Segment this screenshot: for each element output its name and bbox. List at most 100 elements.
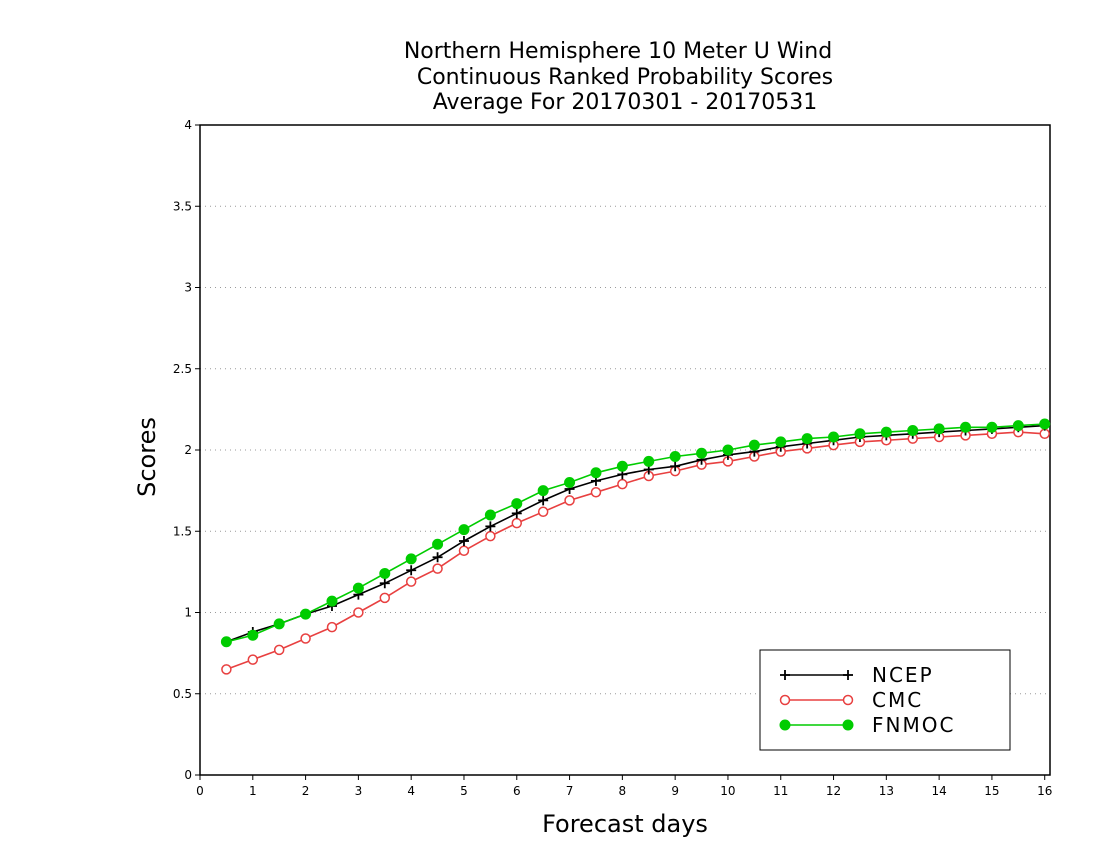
series-fnmoc-point <box>986 421 998 433</box>
series-fnmoc-point <box>854 428 866 440</box>
series-ncep-point <box>670 461 681 472</box>
x-tick-label: 0 <box>196 784 204 798</box>
series-fnmoc-point <box>220 636 232 648</box>
y-tick-label: 0 <box>184 768 192 782</box>
series-fnmoc-point <box>828 431 840 443</box>
legend-marker-fnmoc <box>842 719 854 731</box>
series-fnmoc-point <box>458 524 470 536</box>
y-axis-title: Scores <box>133 417 161 497</box>
grid-lines <box>200 205 1050 695</box>
x-tick-label: 14 <box>931 784 946 798</box>
y-tick-label: 3.5 <box>173 199 192 213</box>
legend-entry-ncep: NCEP <box>780 663 932 687</box>
series-fnmoc-point <box>1012 420 1024 432</box>
series-ncep-point <box>379 578 390 589</box>
y-tick-label: 1.5 <box>173 524 192 538</box>
legend-entry-cmc: CMC <box>779 688 923 712</box>
series-cmc-point <box>247 654 259 665</box>
y-tick-label: 2.5 <box>173 362 192 376</box>
axis-ticks: 00.511.522.533.540 1 2 3 4 5 6 7 8 9 10 11 12 13 14 15 1… <box>173 118 1052 798</box>
x-tick-label: 13 <box>879 784 894 798</box>
series-cmc-line <box>226 431 1045 671</box>
series-ncep-point <box>511 508 522 519</box>
series-fnmoc-point <box>432 538 444 550</box>
series-cmc-point <box>590 487 602 498</box>
series-fnmoc-point <box>722 444 734 456</box>
y-tick-label: 2 <box>184 443 192 457</box>
chart-title-line-2: Continuous Ranked Probability Scores <box>417 65 833 90</box>
legend-marker-ncep <box>843 670 853 680</box>
series-fnmoc-point <box>484 509 496 521</box>
y-tick-label: 4 <box>184 118 192 132</box>
legend-entry-fnmoc: FNMOC <box>779 713 955 737</box>
series-cmc-point <box>300 633 311 644</box>
series-ncep-point <box>538 495 549 506</box>
series-fnmoc-point <box>300 608 312 620</box>
series-cmc-point <box>353 607 364 618</box>
series-cmc-point <box>326 621 338 633</box>
series-fnmoc-line <box>226 423 1045 643</box>
series-fnmoc <box>220 418 1051 648</box>
series-fnmoc-point <box>748 439 760 451</box>
series-fnmoc-point <box>1039 418 1051 430</box>
legend-marker-cmc <box>842 694 854 706</box>
series-fnmoc-point <box>907 425 919 436</box>
series-fnmoc-point <box>352 582 364 594</box>
series-cmc-point <box>221 664 232 675</box>
series-fnmoc-point <box>880 426 892 438</box>
x-tick-label: 11 <box>773 784 788 798</box>
x-tick-label: 3 <box>355 784 363 798</box>
chart-title-line-3: Average For 20170301 - 20170531 <box>433 90 818 115</box>
series-fnmoc-point <box>669 451 681 462</box>
series-cmc-point <box>405 576 417 587</box>
legend-marker-ncep <box>780 670 790 680</box>
series-ncep-point <box>458 536 469 546</box>
series-fnmoc-point <box>537 485 549 497</box>
series-ncep-line <box>226 424 1045 643</box>
series-ncep-point <box>485 521 496 532</box>
x-tick-label: 15 <box>984 784 999 798</box>
x-axis-title: Forecast days <box>542 810 708 838</box>
series-fnmoc-point <box>616 460 628 472</box>
series-cmc-point <box>511 517 523 529</box>
series-cmc-point <box>273 644 285 656</box>
series-fnmoc-point <box>564 477 576 488</box>
series-fnmoc-point <box>590 467 602 479</box>
series-fnmoc-point <box>643 455 655 467</box>
y-tick-label: 3 <box>184 281 192 295</box>
x-tick-label: 10 <box>720 784 735 798</box>
legend-label-cmc: CMC <box>872 688 923 712</box>
series-cmc-point <box>564 495 575 506</box>
series-fnmoc-point <box>247 629 259 641</box>
x-tick-label: 1 <box>249 784 257 798</box>
x-tick-label: 8 <box>619 784 627 798</box>
legend-label-fnmoc: FNMOC <box>872 713 955 737</box>
series-fnmoc-point <box>696 447 708 459</box>
x-tick-label: 5 <box>460 784 468 798</box>
x-tick-label: 6 <box>513 784 521 798</box>
y-tick-label: 1 <box>184 606 192 620</box>
x-tick-label: 7 <box>566 784 574 798</box>
series-cmc-point <box>379 592 391 604</box>
y-tick-label: 0.5 <box>173 687 192 701</box>
series-fnmoc-point <box>326 595 338 607</box>
chart-title-line-1: Northern Hemisphere 10 Meter U Wind <box>404 39 832 64</box>
series-fnmoc-point <box>933 423 945 435</box>
series-fnmoc-point <box>775 436 787 448</box>
series-ncep-point <box>406 565 417 576</box>
series-fnmoc-point <box>960 421 972 433</box>
x-tick-label: 9 <box>671 784 679 798</box>
x-tick-label: 16 <box>1037 784 1052 798</box>
series-cmc-point <box>458 545 470 556</box>
series-cmc-point <box>485 530 496 542</box>
series-fnmoc-point <box>405 553 417 565</box>
legend-marker-cmc <box>779 694 791 706</box>
series-fnmoc-point <box>273 618 285 630</box>
legend-marker-fnmoc <box>779 719 791 731</box>
series-fnmoc-point <box>379 568 391 579</box>
series-cmc-point <box>537 506 549 517</box>
series-fnmoc-point <box>511 498 523 510</box>
series-group <box>220 418 1051 675</box>
